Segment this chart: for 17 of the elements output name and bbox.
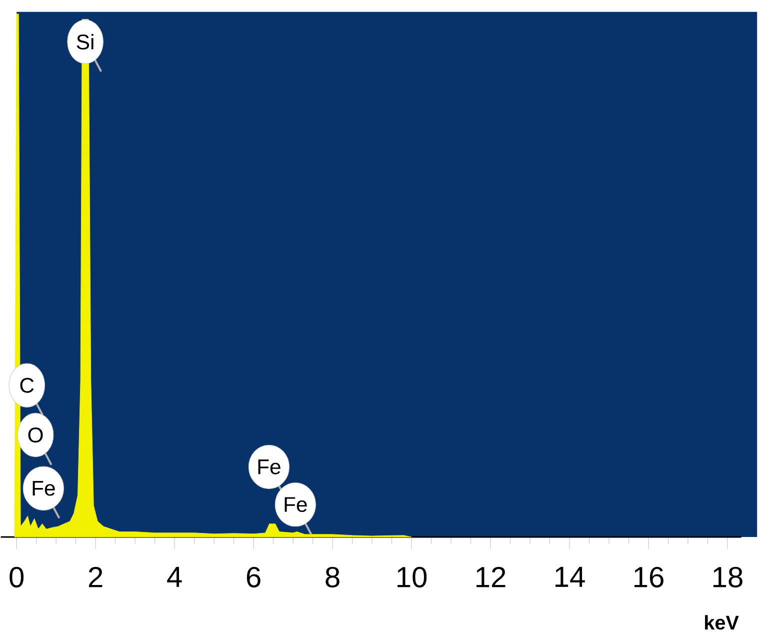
x-tick-label: 6	[246, 566, 260, 588]
x-tick-label: 4	[167, 566, 182, 587]
x-tick-label: 0	[10, 566, 24, 588]
annotation: O	[28, 427, 43, 442]
x-tick-label: 10	[398, 566, 427, 588]
x-tick-label: 14	[556, 566, 585, 587]
x-tick-label: 2	[88, 566, 102, 588]
x-axis-title: keV	[705, 614, 739, 630]
x-tick-label: 16	[634, 566, 664, 588]
annotation: Si	[76, 34, 94, 50]
x-tick-label: 18	[714, 566, 742, 588]
annotation: Fe	[284, 497, 307, 512]
x-tick-label: 12	[476, 566, 506, 588]
x-tick-label: 8	[326, 566, 340, 588]
annotation: Fe	[258, 459, 280, 474]
annotation: C	[20, 378, 34, 393]
annotation: Fe	[32, 480, 55, 496]
